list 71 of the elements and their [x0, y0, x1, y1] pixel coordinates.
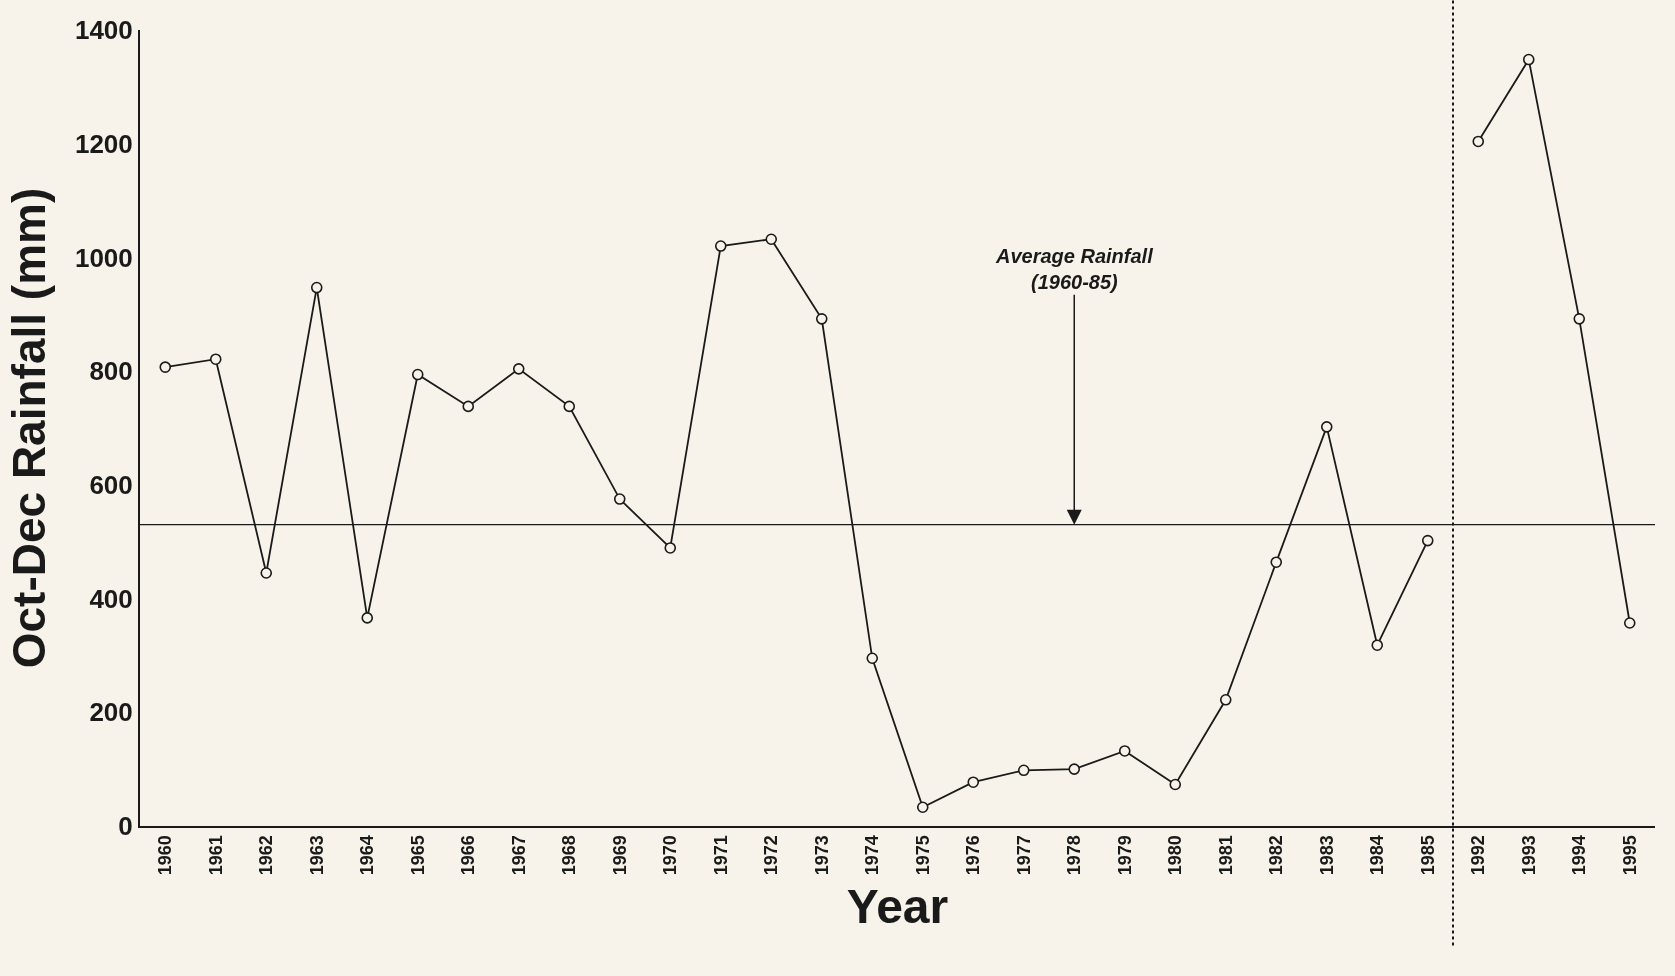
x-tick-label: 1969 — [609, 835, 630, 876]
x-tick-label: 1970 — [660, 835, 681, 876]
x-tick-label: 1980 — [1165, 835, 1186, 876]
x-tick-label: 1981 — [1215, 835, 1236, 876]
x-tick-label: 1975 — [912, 835, 933, 876]
x-tick-label: 1961 — [205, 835, 226, 876]
x-axis-title: Year — [846, 879, 949, 933]
point — [916, 801, 929, 814]
y-tick-label: 1200 — [74, 128, 133, 159]
x-tick-label: 1994 — [1569, 835, 1590, 876]
point — [613, 493, 626, 505]
x-tick-label: 1965 — [407, 835, 428, 876]
point — [1068, 763, 1081, 775]
x-tick-label: 1971 — [710, 835, 731, 876]
x-tick-label: 1982 — [1266, 835, 1287, 876]
point — [866, 652, 879, 665]
x-tick-label: 1979 — [1114, 835, 1135, 876]
x-tick-label: 1960 — [155, 835, 176, 876]
x-tick-label: 1977 — [1013, 835, 1034, 876]
point — [1573, 313, 1586, 325]
y-tick-label: 1000 — [74, 242, 133, 273]
x-tick-label: 1985 — [1417, 835, 1438, 876]
point — [664, 542, 677, 554]
point — [1371, 639, 1384, 651]
x-tick-label: 1978 — [1064, 835, 1085, 876]
point — [1118, 745, 1131, 757]
point — [1421, 534, 1434, 547]
x-tick-label: 1983 — [1316, 835, 1337, 876]
x-tick-label: 1972 — [761, 835, 782, 876]
point — [462, 400, 475, 413]
x-tick-label: 1968 — [559, 835, 580, 876]
point — [1522, 53, 1535, 66]
x-tick-label: 1966 — [458, 835, 479, 876]
y-tick-label: 0 — [118, 811, 133, 842]
x-tick-label: 1976 — [963, 835, 984, 876]
point — [209, 353, 222, 365]
point — [310, 281, 323, 294]
x-tick-label: 1967 — [508, 835, 529, 876]
point — [1472, 135, 1485, 148]
point — [563, 400, 576, 413]
x-tick-label: 1974 — [862, 835, 883, 876]
x-tick-label: 1962 — [256, 835, 277, 876]
point — [1270, 556, 1283, 568]
y-axis-title: Oct-Dec Rainfall (mm) — [2, 187, 55, 669]
ref-line-label: Average Rainfall (1960-85) — [995, 245, 1154, 293]
x-tick-label: 1992 — [1468, 835, 1489, 876]
x-tick-label: 1964 — [357, 835, 378, 876]
point — [260, 567, 273, 579]
x-tick-label: 1973 — [811, 835, 832, 876]
point — [1219, 693, 1232, 706]
point — [512, 363, 525, 375]
x-tick-label: 1963 — [306, 835, 327, 876]
point — [815, 313, 828, 325]
x-tick-label: 1995 — [1619, 835, 1640, 876]
y-tick-label: 800 — [89, 356, 133, 387]
y-tick-label: 200 — [89, 697, 133, 728]
x-tick-label: 1993 — [1518, 835, 1539, 876]
point — [159, 361, 172, 373]
point — [714, 240, 727, 252]
point — [1169, 778, 1182, 791]
y-tick-label: 400 — [89, 583, 133, 614]
point — [1623, 617, 1636, 629]
y-tick-label: 600 — [89, 469, 133, 500]
point — [1320, 421, 1333, 433]
point — [967, 776, 980, 789]
x-tick-label: 1984 — [1367, 835, 1388, 876]
point — [411, 368, 424, 381]
y-tick-label: 1400 — [74, 15, 133, 46]
point — [361, 612, 374, 624]
point — [1017, 764, 1030, 777]
point — [765, 233, 778, 246]
